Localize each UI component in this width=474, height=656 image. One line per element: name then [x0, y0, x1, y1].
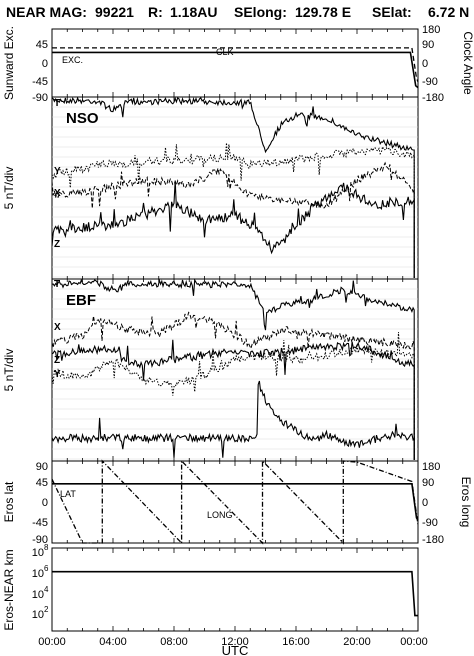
nso-z-trace — [51, 180, 415, 278]
trace-label-y: Y — [54, 369, 61, 380]
ytick-right-90: 90 — [422, 39, 434, 51]
exc-series-line — [52, 51, 419, 89]
xtick-0400: 04:00 — [99, 636, 127, 648]
ebf-lower-trace — [51, 380, 415, 460]
panel-ebf: 5 nT/div EBF T X Z Y — [2, 278, 419, 462]
ytick-90: 90 — [36, 461, 48, 473]
long-label: LONG — [207, 510, 233, 520]
panel-frame — [51, 547, 419, 632]
ytick-exp-2: 2 — [44, 605, 49, 614]
ytick-exp-8: 8 — [44, 543, 49, 552]
panel-frame — [51, 460, 419, 544]
ytick-right-0: 0 — [422, 497, 428, 509]
trace-label-z: Z — [54, 239, 60, 250]
header-mission: NEAR MAG: — [6, 4, 87, 20]
nso-y-trace — [51, 142, 415, 278]
header-range-label: R: — [148, 4, 163, 20]
trace-label-x: X — [54, 322, 61, 333]
ytick-right-0: 0 — [422, 58, 428, 70]
ebf-x-trace — [51, 311, 415, 460]
xtick-0000-end: 00:00 — [400, 636, 428, 648]
ebf-title: EBF — [66, 292, 96, 309]
header-selong-label: SElong: — [234, 4, 287, 20]
nso-t-trace — [51, 96, 415, 278]
ytick-right-180: 180 — [422, 24, 440, 36]
ylabel-eros-near: Eros-NEAR km — [2, 549, 16, 630]
xtick-2000: 20:00 — [343, 636, 371, 648]
ytick-right-neg180: -180 — [422, 92, 444, 104]
ebf-z-trace — [51, 339, 415, 460]
panel-sunward-clock: Sunward Exc. Clock Angle 45 0 -45 -90 18… — [2, 24, 474, 104]
header-range-value: 1.18AU — [170, 4, 217, 20]
panel-frame — [51, 28, 419, 98]
header-selat-label: SElat: — [372, 4, 412, 20]
ytick-right-180: 180 — [422, 461, 440, 473]
nso-title: NSO — [66, 110, 99, 127]
distance-series-line — [52, 570, 418, 617]
nso-gridlines — [52, 106, 418, 278]
ebf-gridlines — [52, 288, 418, 460]
x-axis-labels: 00:00 04:00 08:00 12:00 16:00 20:00 00:0… — [38, 636, 428, 648]
ytick-45: 45 — [36, 477, 48, 489]
ytick-right-neg90: -90 — [422, 76, 438, 88]
ylabel-clock: Clock Angle — [461, 31, 474, 95]
ytick-neg45: -45 — [32, 76, 48, 88]
ytick-1e8: 10 — [32, 547, 44, 559]
xtick-0800: 08:00 — [160, 636, 188, 648]
ylabel-nso: 5 nT/div — [2, 167, 16, 210]
clk-label: CLK — [216, 47, 234, 57]
ebf-y-trace — [51, 332, 415, 460]
figure-header: NEAR MAG: 99221 R: 1.18AU SElong: 129.78… — [6, 4, 469, 20]
ytick-neg90: -90 — [32, 534, 48, 546]
xtick-0000: 00:00 — [38, 636, 66, 648]
ytick-exp-6: 6 — [44, 564, 49, 573]
ytick-1e4: 10 — [32, 589, 44, 601]
trace-label-z: Z — [54, 355, 60, 366]
long-series-line — [51, 459, 419, 545]
header-selat-value: 6.72 N — [428, 4, 469, 20]
clk-series-line — [52, 47, 419, 83]
exc-label: EXC. — [62, 55, 83, 65]
header-doy: 99221 — [95, 4, 134, 20]
panel-frame — [51, 278, 419, 462]
header-selong-value: 129.78 E — [295, 4, 351, 20]
ytick-1e6: 10 — [32, 568, 44, 580]
ytick-1e2: 10 — [32, 609, 44, 621]
ytick-0: 0 — [42, 497, 48, 509]
panel-eros-lat-long: Eros lat Eros long 90 45 0 -45 -90 180 9… — [2, 459, 473, 546]
ylabel-ebf: 5 nT/div — [2, 349, 16, 392]
ytick-neg45: -45 — [32, 517, 48, 529]
panel-eros-near-distance: Eros-NEAR km 10 10 10 10 8 6 4 2 — [2, 543, 419, 632]
ytick-exp-4: 4 — [44, 585, 49, 594]
panel-nso: 5 nT/div NSO T Y X Z — [2, 96, 419, 280]
ylabel-sunward: Sunward Exc. — [2, 26, 16, 100]
trace-label-t: T — [54, 98, 60, 109]
ytick-45: 45 — [36, 39, 48, 51]
ebf-t-trace — [51, 278, 415, 460]
ytick-right-90: 90 — [422, 477, 434, 489]
x-axis-label: UTC — [222, 643, 249, 656]
ytick-neg90: -90 — [32, 92, 48, 104]
ylabel-eros-long: Eros long — [459, 477, 473, 528]
ytick-right-neg90: -90 — [422, 517, 438, 529]
ytick-right-neg180: -180 — [422, 534, 444, 546]
xtick-1600: 16:00 — [282, 636, 310, 648]
ytick-0: 0 — [42, 58, 48, 70]
lat-label: LAT — [60, 489, 76, 499]
nso-x-trace — [51, 161, 415, 278]
x-axis-ticks — [51, 29, 419, 631]
xtick-1200: 12:00 — [221, 636, 249, 648]
ylabel-eros-lat: Eros lat — [2, 481, 16, 522]
